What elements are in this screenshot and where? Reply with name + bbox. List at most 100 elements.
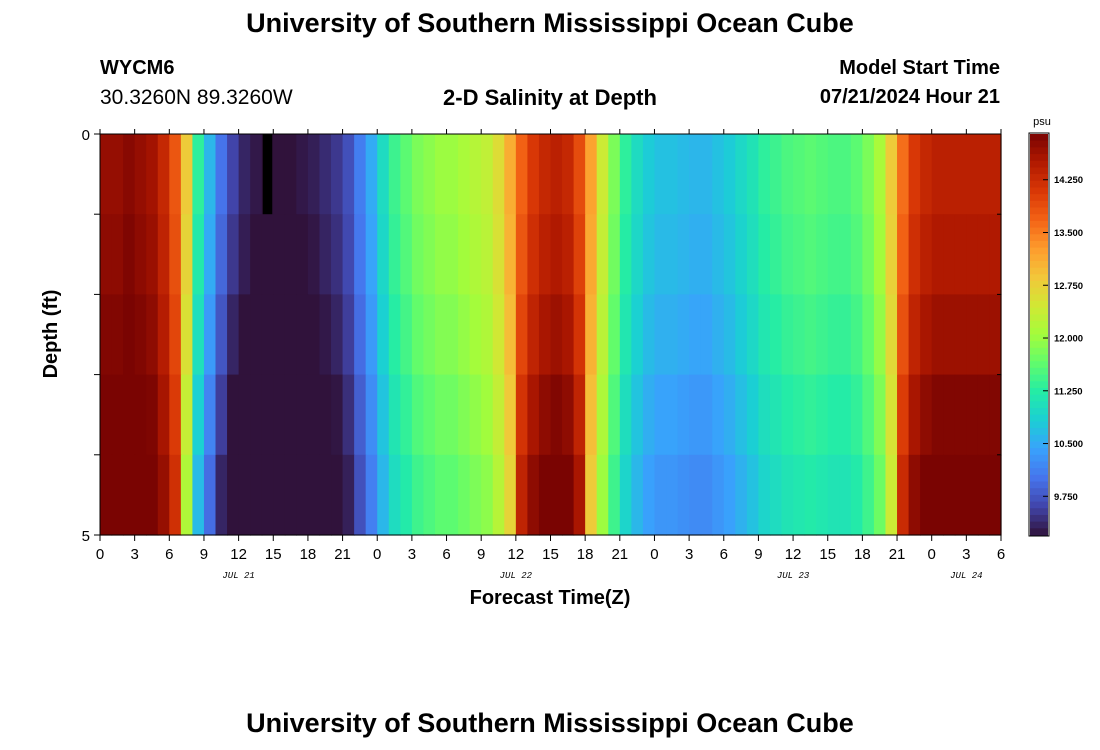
x-axis-ticks: 0 3 6 9 12 15 18 21 0 3 6 9 12 15 18 21 0 3 6 9 12 15 18 21 0 3 6 J… [96, 129, 1005, 581]
x-tick-label: 0 [928, 546, 936, 563]
colorbar-segment [1030, 381, 1048, 389]
heatmap-cell [238, 294, 251, 376]
colorbar-segment [1030, 488, 1048, 496]
x-tick-label: 6 [165, 546, 173, 563]
heatmap-cell [700, 294, 713, 376]
heatmap-cell [492, 374, 505, 456]
heatmap-cell [954, 294, 967, 376]
colorbar: psu 9.750 10.500 11.250 12.000 12.750 13.500 1… [1028, 116, 1083, 537]
heatmap-cell [342, 374, 355, 456]
heatmap-cell [966, 214, 979, 295]
heatmap-cell [527, 454, 540, 536]
x-tick-label: 0 [96, 546, 104, 563]
heatmap-cell [261, 294, 274, 376]
heatmap-cell [481, 214, 494, 295]
heatmap-cell [585, 294, 598, 376]
heatmap-cell [781, 294, 794, 376]
heatmap-cell [319, 134, 332, 215]
heatmap-cell [238, 214, 251, 295]
heatmap-cell [146, 134, 159, 215]
heatmap-cell [134, 214, 147, 295]
colorbar-segment [1030, 240, 1048, 249]
heatmap-cell [481, 454, 494, 536]
heatmap-cell [215, 374, 228, 456]
colorbar-segment [1030, 474, 1048, 483]
heatmap-cell [400, 214, 413, 295]
heatmap-cell [596, 374, 609, 456]
colorbar-segment [1030, 220, 1048, 229]
heatmap-cell [943, 134, 956, 215]
heatmap-cell [804, 214, 817, 295]
heatmap-cell [192, 294, 205, 376]
heatmap-cell [123, 374, 136, 456]
heatmap-cell [562, 454, 575, 536]
heatmap-cell [677, 294, 690, 376]
heatmap-cell [342, 454, 355, 536]
heatmap-cell [411, 214, 425, 295]
heatmap-cell [873, 374, 887, 456]
heatmap-cell [654, 454, 667, 536]
heatmap-cell [307, 374, 321, 456]
heatmap-cell [920, 374, 933, 456]
heatmap-cell [897, 214, 910, 295]
heatmap-cell [377, 134, 390, 215]
heatmap-cell [758, 214, 771, 295]
heatmap-cell [977, 374, 991, 456]
heatmap-cell [769, 214, 783, 295]
heatmap-cell [354, 454, 367, 536]
heatmap-cell [492, 134, 505, 215]
heatmap-cell [469, 374, 482, 456]
heatmap-cell [735, 454, 748, 536]
heatmap-cell [977, 294, 991, 376]
colorbar-segment [1030, 448, 1048, 456]
heatmap-cell [873, 134, 887, 215]
colorbar-tick-label: 10.500 [1054, 439, 1083, 450]
heatmap-cell [215, 214, 228, 295]
x-tick-label: 6 [720, 546, 728, 563]
colorbar-segment [1030, 514, 1048, 523]
heatmap-cell [654, 374, 667, 456]
x-tick-label: 0 [650, 546, 658, 563]
heatmap-cell [989, 374, 1002, 456]
heatmap-cell [573, 374, 586, 456]
missing-data-cell [262, 134, 273, 215]
heatmap-cell [377, 374, 390, 456]
heatmap-cell [123, 214, 136, 295]
heatmap-cell [481, 134, 494, 215]
heatmap-cell [585, 214, 598, 295]
heatmap-cell [689, 214, 702, 295]
heatmap-cell [989, 134, 1002, 215]
heatmap-cell [192, 374, 205, 456]
heatmap-cell [908, 134, 921, 215]
colorbar-tick-label: 13.500 [1054, 228, 1083, 239]
x-tick-label: 6 [997, 546, 1005, 563]
colorbar-segment [1030, 314, 1048, 322]
colorbar-segment [1030, 347, 1048, 356]
heatmap-cell [296, 294, 309, 376]
heatmap-cell [538, 374, 552, 456]
heatmap-cell [920, 294, 933, 376]
heatmap-cell [377, 294, 390, 376]
colorbar-segment [1030, 160, 1048, 169]
heatmap-cell [585, 374, 598, 456]
heatmap-cell [873, 214, 887, 295]
heatmap-cell [100, 454, 113, 536]
heatmap-cell [931, 214, 944, 295]
heatmap-cell [677, 374, 690, 456]
date-label: JUL 24 [950, 571, 982, 581]
heatmap-cell [689, 374, 702, 456]
colorbar-segment [1030, 167, 1048, 175]
heatmap-cell [469, 294, 482, 376]
heatmap-cell [331, 294, 344, 376]
heatmap-cell [839, 454, 852, 536]
heatmap-cell [215, 454, 228, 536]
heatmap-cell [827, 214, 840, 295]
colorbar-segment [1030, 508, 1048, 516]
heatmap-cell [573, 134, 586, 215]
heatmap-cell [227, 294, 240, 376]
heatmap-cell [411, 294, 425, 376]
colorbar-segment [1030, 294, 1048, 302]
heatmap-cell [654, 294, 667, 376]
colorbar-segment [1030, 421, 1048, 429]
heatmap-cell [631, 374, 644, 456]
